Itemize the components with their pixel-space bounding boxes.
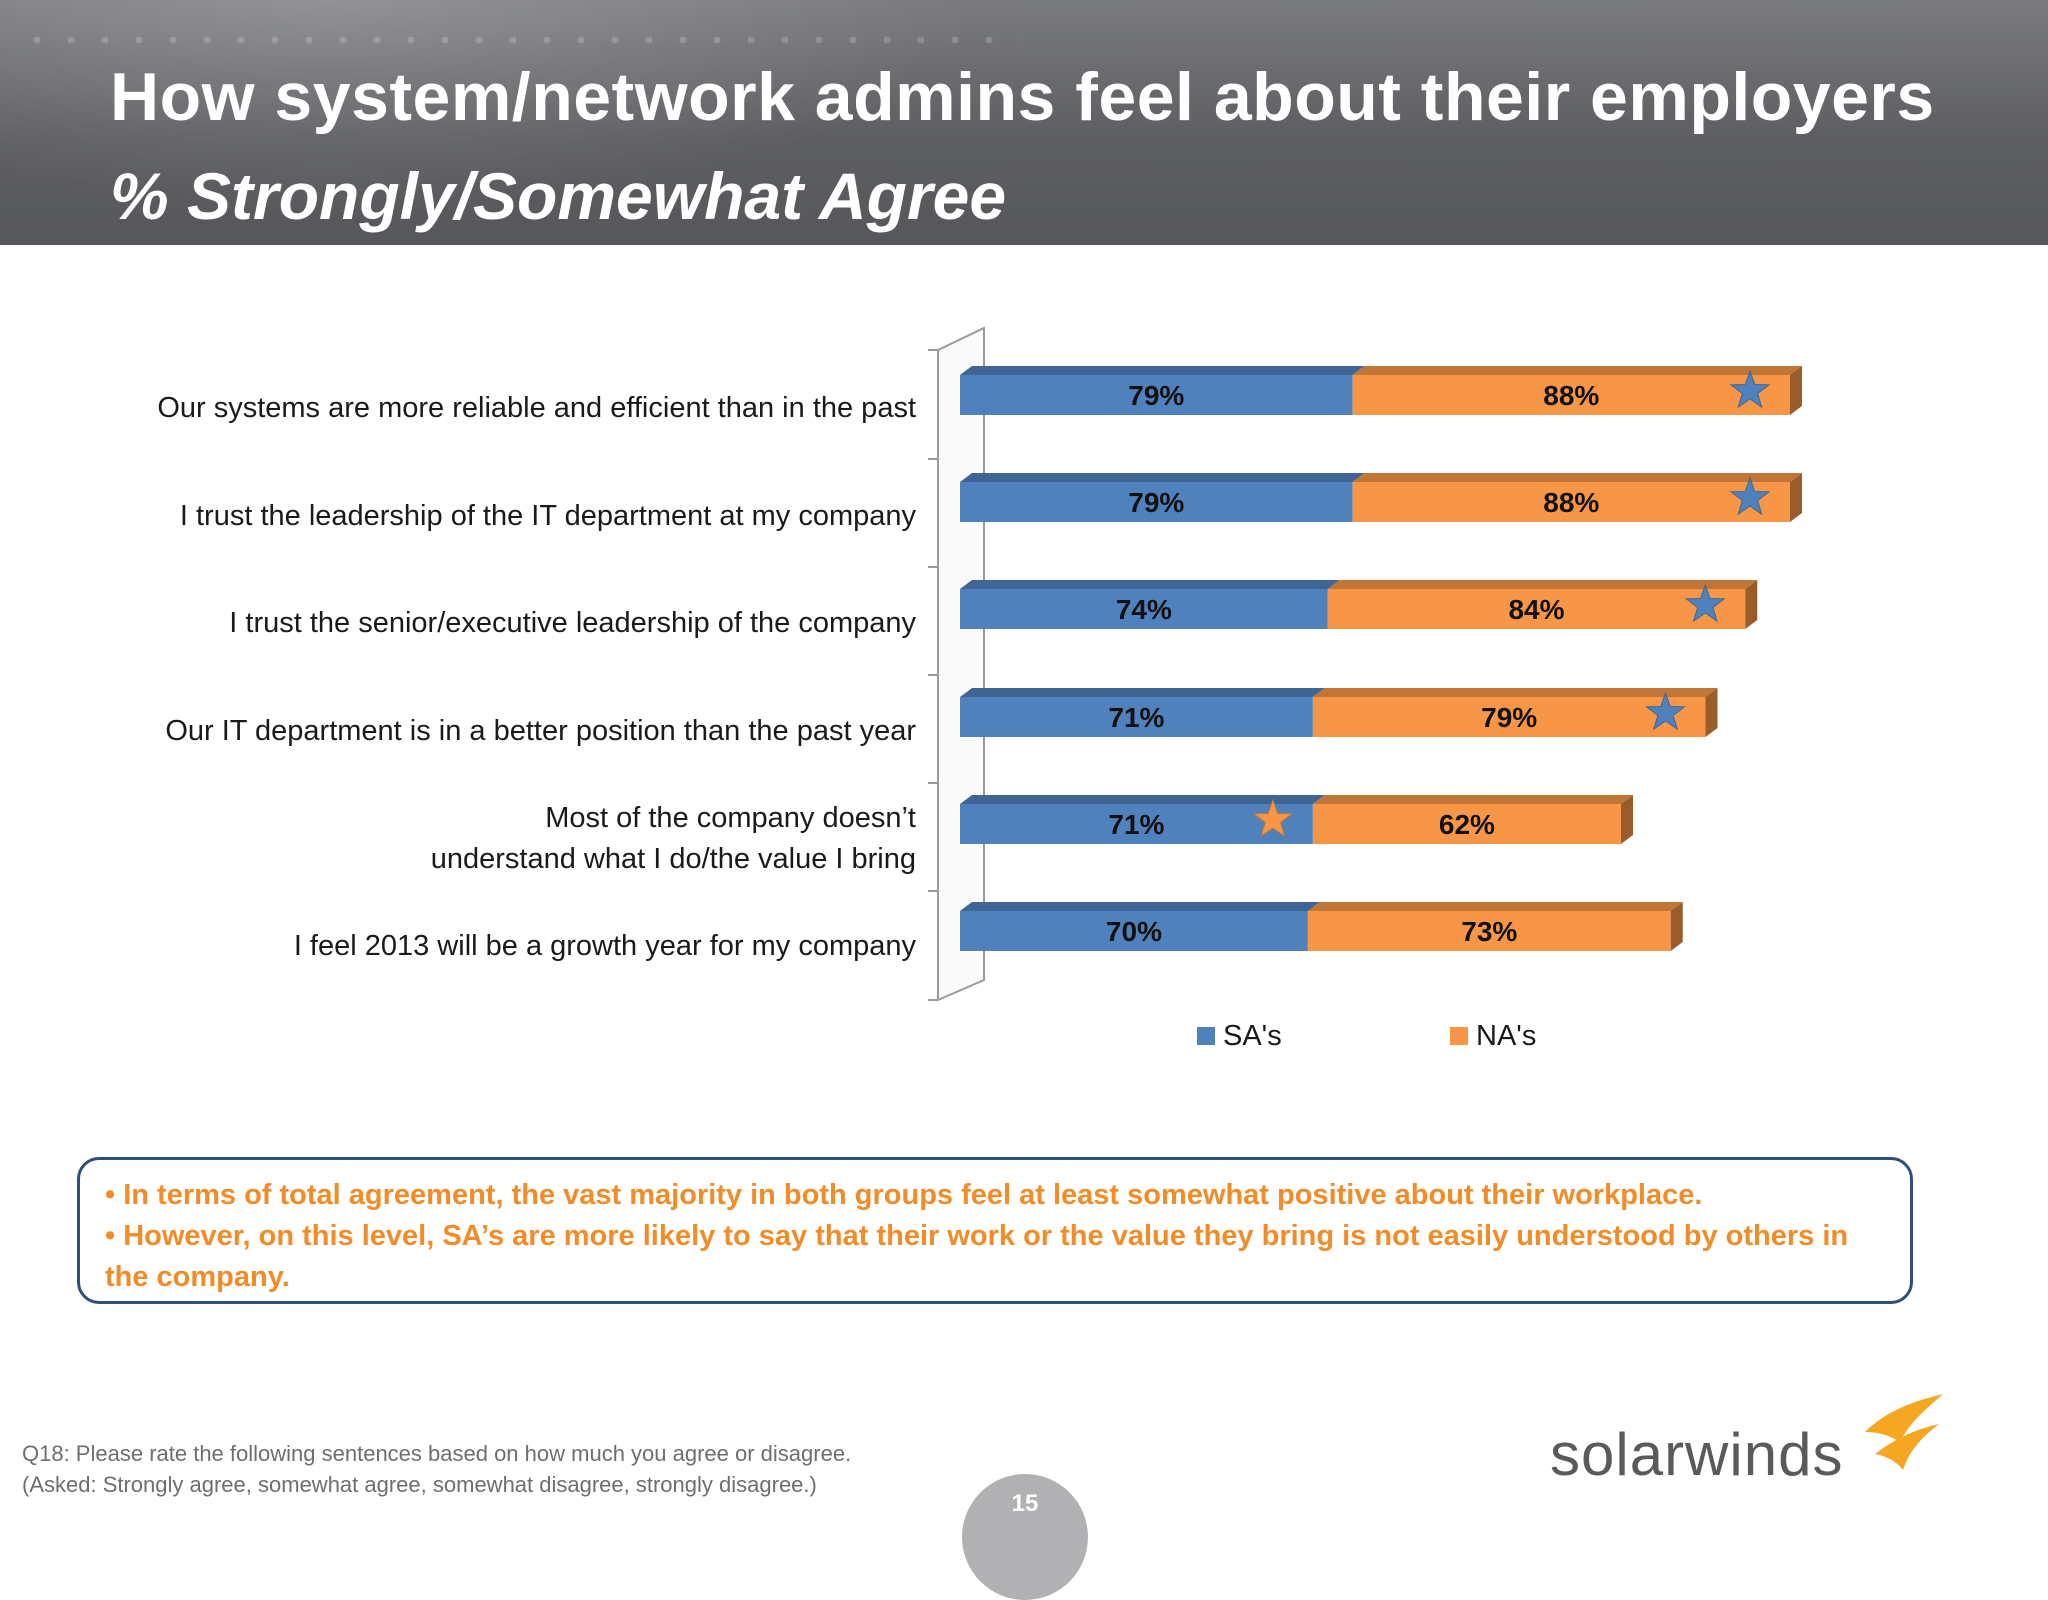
data-label-sa: 71% [1108,702,1164,733]
bar-sa [960,804,1313,844]
bar-top [1312,795,1634,804]
data-label-sa: 74% [1116,594,1172,625]
bar-side [1670,902,1683,951]
category-label: Most of the company doesn’t understand w… [430,802,916,875]
legend-label: NA's [1476,1020,1536,1052]
bar-na [1307,911,1671,951]
legend-label: SA's [1223,1020,1282,1052]
slide-header: How system/network admins feel about the… [0,0,2048,245]
bar-top [1352,366,1802,375]
data-label-na: 62% [1439,809,1495,840]
callout-point: • In terms of total agreement, the vast … [105,1179,1703,1211]
data-label-na: 84% [1508,594,1564,625]
bar-na [1327,589,1746,629]
bar-top [960,688,1325,697]
highlight-star-icon [1645,691,1686,731]
bar-top [1312,688,1718,697]
bar-sa [960,911,1308,951]
flame-logo-icon [1865,1394,1943,1470]
bar-na [1352,482,1790,522]
solarwinds-logo: solarwinds [1550,1421,1844,1488]
bar-side [1745,580,1758,629]
highlight-star-icon [1252,798,1294,838]
page-number: 15 [1011,1490,1039,1517]
bar-side [1705,688,1718,737]
data-label-sa: 71% [1108,809,1164,840]
data-label-na: 73% [1461,916,1517,947]
bar-side [1789,366,1802,415]
callout-point: • However, on this level, SA’s are more … [105,1220,1849,1293]
axis-wall [937,326,985,1002]
bar-top [960,473,1365,482]
bar-top [1307,902,1683,911]
bar-side [1789,473,1802,522]
legend-swatch [1197,1027,1215,1045]
bar-top [960,366,1365,375]
bar-top [960,580,1340,589]
category-label: I trust the leadership of the IT departm… [179,500,916,532]
bar-sa [960,482,1353,522]
bar-top [960,795,1325,804]
category-label: I trust the senior/executive leadership … [229,607,916,639]
summary-callout: • In terms of total agreement, the vast … [77,1157,1913,1304]
data-label-sa: 79% [1128,380,1184,411]
data-label-sa: 79% [1128,487,1184,518]
bar-sa [960,589,1328,629]
highlight-star-icon [1684,583,1726,623]
highlight-star-icon [1729,476,1771,516]
data-label-sa: 70% [1106,916,1162,947]
slide-subtitle: % Strongly/Somewhat Agree [110,159,1007,233]
highlight-star-icon [1729,369,1771,409]
slide-title: How system/network admins feel about the… [110,59,1935,135]
bar-na [1312,697,1706,737]
bar-side [1621,795,1634,844]
data-label-na: 79% [1481,702,1537,733]
bar-na [1352,375,1790,415]
bar-top [1352,473,1802,482]
bar-sa [960,697,1313,737]
bar-top [960,902,1320,911]
legend-swatch [1450,1027,1468,1045]
category-label: Our systems are more reliable and effici… [157,392,916,424]
survey-footnote: Q18: Please rate the following sentences… [22,1441,852,1497]
data-label-na: 88% [1543,487,1599,518]
stacked-bar-chart: 79% 88% 79% 88% 74% 84% 71% 79% 71% 62% 70% 73% SA's… [928,326,1802,1052]
category-label: I feel 2013 will be a growth year for my… [293,930,916,962]
data-label-na: 88% [1543,380,1599,411]
bar-sa [960,375,1353,415]
bar-na [1312,804,1622,844]
bar-top [1327,580,1758,589]
category-label: Our IT department is in a better positio… [165,715,916,747]
header-texture [20,30,1020,50]
